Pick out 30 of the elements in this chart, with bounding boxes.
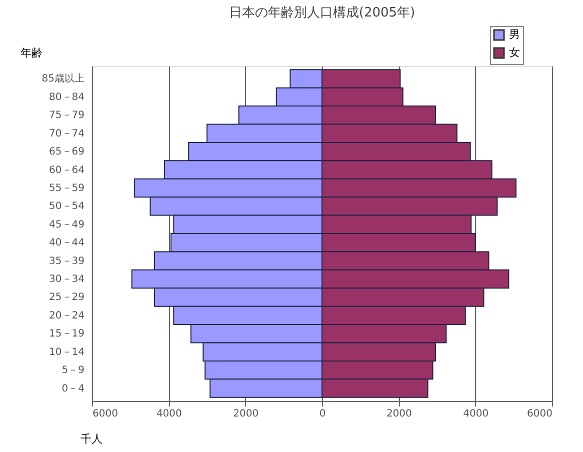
y-tick-label: 20－24	[49, 310, 84, 322]
y-tick-label: 0－4	[62, 383, 84, 394]
y-axis-title: 年齢	[20, 46, 42, 60]
y-tick-label: 15－19	[49, 328, 84, 340]
x-tick-label: 2000	[386, 408, 412, 420]
x-axis-title: 千人	[80, 432, 102, 446]
y-tick-label: 10－14	[49, 346, 84, 358]
y-tick-label: 55－59	[49, 182, 84, 194]
y-tick-label: 5－9	[62, 365, 84, 376]
y-tick-label: 25－29	[49, 292, 84, 304]
y-tick-label: 45－49	[49, 219, 84, 230]
y-tick-label: 35－39	[49, 256, 84, 267]
y-tick-label: 30－34	[49, 274, 84, 286]
y-tick-label: 85歳以上	[42, 72, 84, 85]
chart-title: 日本の年齢別人口構成(2005年)	[228, 6, 416, 20]
y-tick-label: 40－44	[49, 238, 84, 249]
y-tick-label: 70－74	[49, 128, 84, 140]
y-tick-label: 75－79	[49, 110, 84, 122]
x-tick-label: 0	[319, 408, 326, 420]
x-tick-label: 6000	[527, 408, 552, 420]
legend-label: 男	[509, 28, 520, 41]
y-tick-label: 50－54	[49, 201, 84, 212]
y-tick-label: 65－69	[49, 146, 84, 158]
x-tick-label: 2000	[233, 408, 259, 420]
x-tick-label: 6000	[92, 408, 118, 420]
legend-label: 女	[509, 46, 520, 59]
x-tick-label: 4000	[156, 408, 182, 420]
x-tick-label: 4000	[463, 408, 489, 420]
y-tick-label: 80－84	[49, 92, 84, 103]
y-tick-label: 60－64	[49, 164, 84, 176]
